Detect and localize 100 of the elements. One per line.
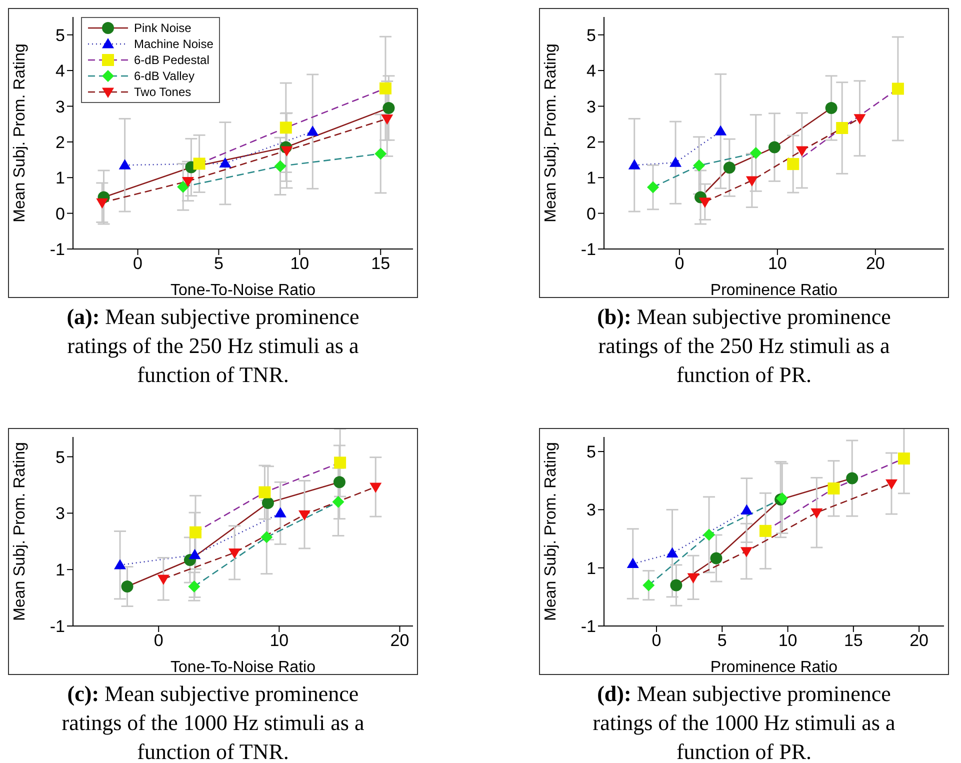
y-tick-label: 5: [586, 442, 596, 462]
x-tick-label: 10: [768, 254, 787, 274]
point: [898, 452, 910, 465]
point: [280, 146, 293, 156]
y-tick-label: 4: [56, 62, 65, 81]
point: [121, 580, 134, 593]
point: [333, 476, 346, 488]
legend-label: 6-dB Valley: [134, 69, 194, 83]
x-tick-label: 0: [154, 631, 164, 650]
text: (c): Mean subjective prominence ratings of the 1000 Hz stimuli as a function of TNR.: [60, 680, 366, 763]
point: [666, 547, 678, 558]
y-tick-label: 3: [56, 504, 65, 524]
x-tick-label: 10: [270, 631, 289, 650]
legend-label: 6-dB Pedestal: [134, 53, 210, 67]
x-tick-label: 15: [844, 631, 863, 650]
y-tick-label: 5: [56, 26, 65, 45]
point: [836, 122, 848, 134]
point: [646, 181, 659, 194]
y-tick-label: 1: [586, 558, 596, 578]
y-axis-title: Mean Subj. Prom. Rating: [542, 442, 560, 621]
text: (b): Mean subjective prominence ratings of the 250 Hz stimuli as a function of PR.: [596, 303, 892, 389]
point: [219, 157, 232, 168]
point: [118, 159, 131, 170]
x-tick-label: 5: [717, 631, 727, 650]
point: [626, 558, 639, 568]
y-tick-label: 3: [56, 97, 65, 116]
y-tick-label: -1: [50, 617, 65, 636]
x-tick-label: 5: [214, 254, 224, 274]
x-tick-label: 15: [371, 254, 390, 274]
x-tick-label: 20: [390, 631, 410, 650]
point: [274, 160, 286, 172]
point: [714, 125, 727, 136]
y-axis-title: Mean Subj. Prom. Rating: [542, 44, 560, 222]
point: [298, 510, 310, 521]
point: [828, 482, 840, 494]
x-tick-label: 10: [778, 631, 798, 650]
point: [370, 482, 382, 493]
point: [710, 552, 722, 564]
x-tick-label: 0: [133, 254, 142, 274]
point: [262, 497, 274, 510]
point: [787, 158, 800, 170]
point: [258, 486, 271, 498]
y-tick-label: 3: [586, 97, 596, 116]
x-axis-title: Tone-To-Noise Ratio: [170, 659, 316, 676]
point: [379, 82, 392, 94]
point: [825, 102, 838, 114]
y-tick-label: -1: [580, 240, 596, 260]
point: [96, 198, 108, 209]
y-tick-label: 2: [56, 132, 65, 152]
point: [670, 579, 682, 592]
text: (a): Mean subjective prominence ratings of the 250 Hz stimuli as a function of TNR.: [66, 303, 360, 389]
point: [750, 146, 762, 159]
point: [854, 114, 866, 124]
y-tick-label: 2: [586, 132, 596, 152]
point: [193, 158, 206, 170]
point: [189, 526, 202, 538]
y-axis-title: Mean Subj. Prom. Rating: [12, 44, 29, 222]
y-tick-label: 5: [586, 26, 596, 45]
point: [280, 122, 292, 134]
x-axis-title: Tone-To-Noise Ratio: [170, 282, 316, 299]
x-tick-label: 10: [290, 254, 310, 274]
point: [892, 82, 904, 95]
point: [157, 574, 170, 585]
y-tick-label: 0: [56, 204, 65, 224]
y-tick-label: 4: [586, 62, 596, 81]
point: [693, 159, 706, 172]
point: [768, 141, 780, 154]
x-axis-title: Prominence Ratio: [710, 282, 838, 299]
point: [723, 162, 736, 174]
point: [740, 547, 752, 558]
point: [260, 531, 273, 544]
point: [114, 559, 126, 570]
x-tick-label: 0: [674, 254, 684, 274]
x-axis-title: Prominence Ratio: [710, 659, 838, 676]
text: (d): Mean subjective prominence ratings of the 1000 Hz stimuli as a function of PR.: [592, 680, 896, 763]
x-tick-label: 20: [910, 631, 929, 650]
point: [746, 176, 758, 186]
y-tick-label: 1: [56, 168, 65, 188]
y-tick-label: -1: [580, 617, 596, 636]
point: [382, 102, 395, 114]
point: [332, 496, 344, 508]
point: [374, 148, 387, 160]
point: [306, 126, 319, 136]
point: [759, 524, 772, 537]
y-tick-label: 3: [586, 500, 596, 520]
y-tick-label: 1: [586, 168, 596, 188]
point: [177, 180, 190, 193]
point: [687, 573, 700, 584]
y-tick-label: 5: [56, 448, 65, 467]
point: [885, 479, 898, 490]
legend-label: Two Tones: [134, 85, 192, 99]
point: [628, 159, 640, 170]
point: [642, 579, 655, 592]
point: [703, 528, 716, 541]
point: [698, 198, 711, 208]
legend-label: Pink Noise: [134, 21, 192, 35]
point: [846, 472, 858, 484]
point: [740, 504, 753, 514]
point: [334, 456, 346, 469]
x-tick-label: 20: [866, 254, 885, 274]
